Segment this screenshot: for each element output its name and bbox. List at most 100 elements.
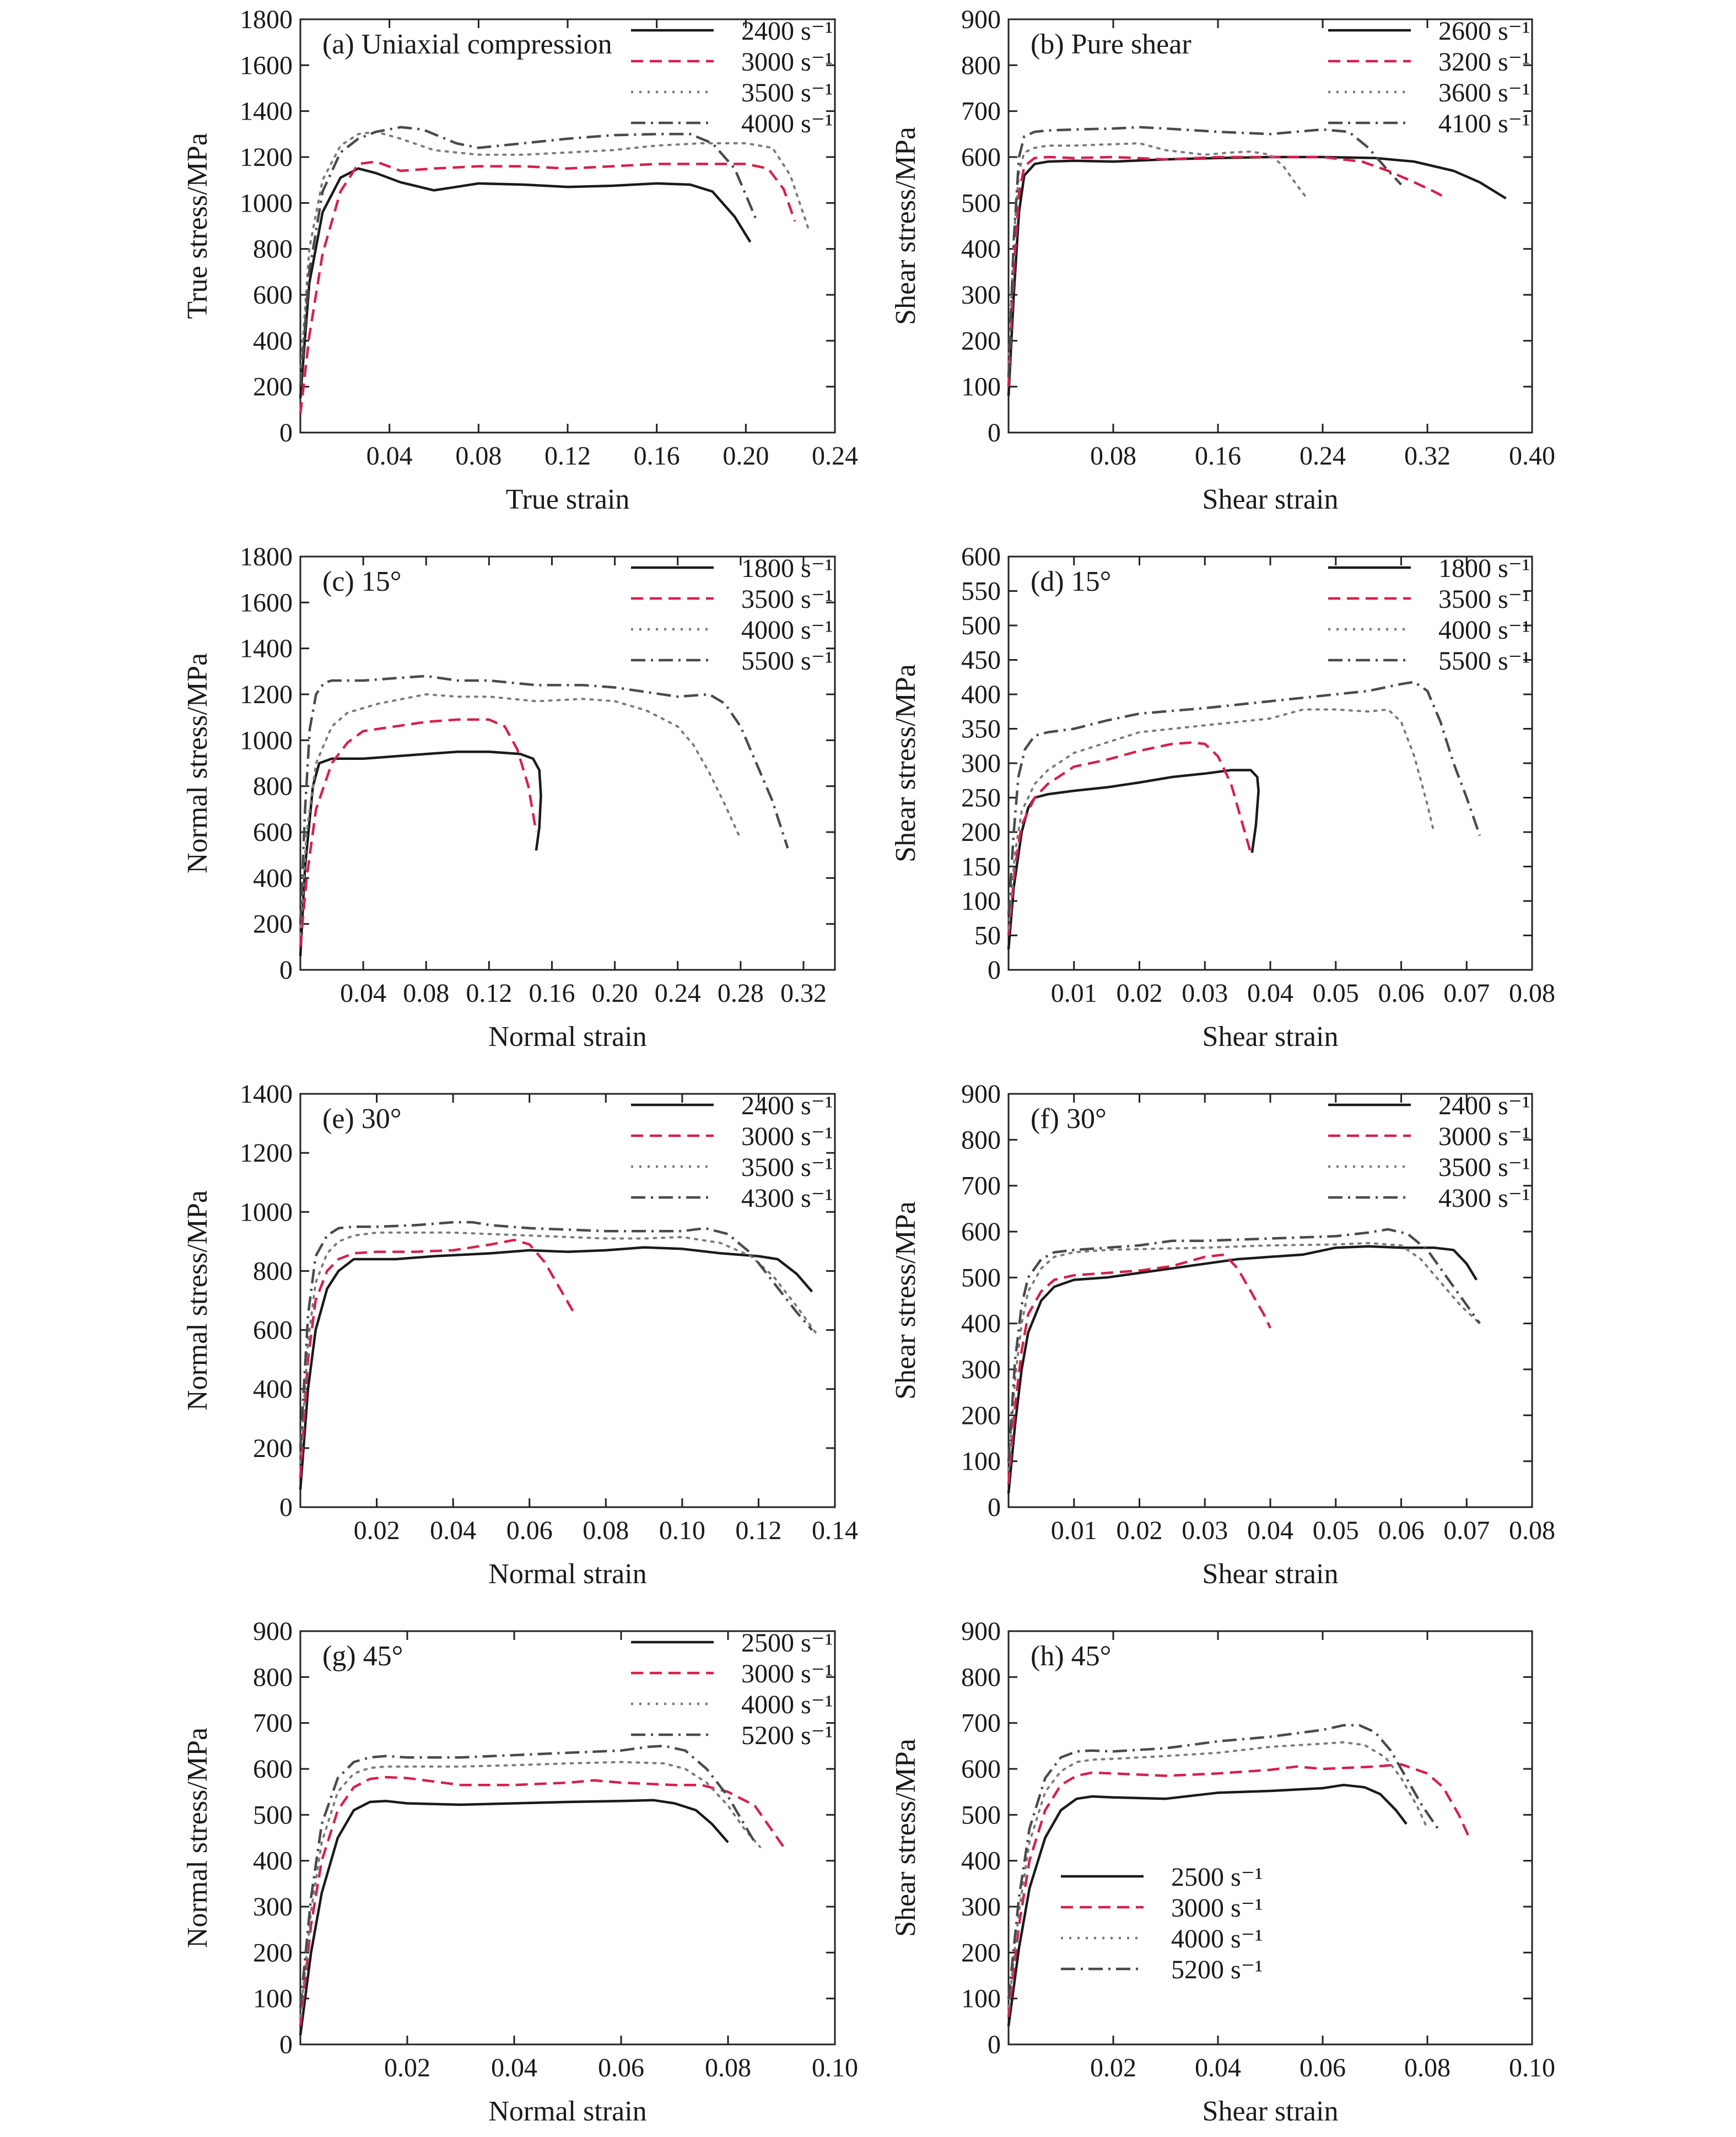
- y-tick-label: 600: [253, 818, 293, 847]
- x-tick-label: 0.12: [466, 979, 512, 1008]
- y-tick-label: 300: [961, 749, 1001, 778]
- series-line-4: [299, 126, 758, 387]
- panel-3: 0 200 400 600 800 1000 1200 1400 1600 1800 0.04 0.0…: [182, 542, 836, 1053]
- y-tick-label: 800: [961, 1663, 1001, 1692]
- legend-entry-1: 2400 s⁻¹: [741, 17, 833, 46]
- x-tick-label: 0.08: [1509, 1516, 1555, 1545]
- series-line-2: [299, 1238, 576, 1478]
- y-tick-label: 250: [961, 784, 1001, 813]
- panel-5: 0 200 400 600 800 1000 1200 1400 0.02 0.04 0.06 0.0…: [182, 1080, 858, 1590]
- legend-entry-4: 4000 s⁻¹: [741, 109, 833, 138]
- x-axis-title: Shear strain: [1203, 2096, 1339, 2127]
- y-tick-label: 400: [961, 235, 1001, 264]
- x-tick-label: 0.04: [430, 1516, 476, 1545]
- y-tick-label: 200: [961, 818, 1001, 847]
- x-tick-label: 0.02: [1117, 1516, 1163, 1545]
- x-tick-label: 0.24: [1300, 441, 1346, 471]
- legend-entry-2: 3000 s⁻¹: [1171, 1893, 1263, 1923]
- legend-entry-1: 2600 s⁻¹: [1438, 17, 1530, 46]
- legend-entry-3: 4000 s⁻¹: [741, 1690, 833, 1719]
- series-line-2: [299, 160, 796, 414]
- y-tick-label: 200: [961, 1938, 1001, 1967]
- y-axis-title: Shear stress/MPa: [890, 127, 921, 325]
- series-line-1: [299, 167, 752, 398]
- y-tick-label: 600: [253, 1755, 293, 1784]
- plot-frame: [1007, 1630, 1533, 2046]
- x-tick-label: 0.07: [1443, 1516, 1490, 1545]
- y-tick-label: 0: [279, 418, 293, 447]
- series-line-3: [299, 1761, 762, 2018]
- x-tick-label: 0.08: [455, 441, 502, 471]
- series-line-1: [299, 1246, 813, 1490]
- series-line-4: [1007, 681, 1481, 915]
- x-tick-label: 0.12: [735, 1516, 781, 1545]
- series-line-3: [299, 693, 742, 937]
- series-line-2: [1007, 155, 1448, 387]
- y-axis-title: Shear stress/MPa: [890, 664, 921, 862]
- y-tick-label: 500: [961, 611, 1001, 640]
- x-tick-label: 0.02: [1090, 2053, 1136, 2082]
- legend-entry-2: 3500 s⁻¹: [1438, 585, 1530, 614]
- y-tick-label: 300: [961, 1892, 1001, 1922]
- y-tick-label: 800: [253, 772, 293, 801]
- series-line-3: [1007, 142, 1308, 365]
- x-axis-title: Normal strain: [488, 1558, 646, 1590]
- y-tick-label: 0: [988, 956, 1001, 985]
- x-tick-label: 0.32: [780, 979, 827, 1008]
- x-tick-label: 0.32: [1404, 441, 1451, 471]
- y-tick-label: 800: [961, 1125, 1001, 1154]
- panel-label: (a) Uniaxial compression: [322, 29, 612, 60]
- series-line-1: [1007, 155, 1507, 396]
- y-tick-label: 900: [961, 1080, 1001, 1109]
- legend-entry-4: 4300 s⁻¹: [1438, 1184, 1530, 1213]
- y-tick-label: 200: [253, 1434, 293, 1463]
- y-tick-label: 1000: [240, 188, 293, 218]
- x-tick-label: 0.20: [723, 441, 769, 471]
- legend-entry-1: 2500 s⁻¹: [741, 1628, 833, 1658]
- y-tick-label: 1200: [240, 1138, 293, 1168]
- y-tick-label: 50: [974, 921, 1001, 951]
- panel-7: 0 100 200 300 400 500 600 700 800 900 0.02 0.04 0.06…: [182, 1617, 858, 2127]
- panel-label: (d) 15°: [1031, 566, 1111, 597]
- y-tick-label: 350: [961, 715, 1001, 744]
- x-tick-label: 0.04: [366, 441, 413, 471]
- y-tick-label: 0: [279, 956, 293, 985]
- plot-frame: [1007, 18, 1533, 434]
- legend-entry-3: 4000 s⁻¹: [1171, 1924, 1263, 1953]
- x-tick-label: 0.01: [1051, 1516, 1097, 1545]
- panel-2: 0 100 200 300 400 500 600 700 800 900 0.08 0.16 0.24…: [890, 5, 1555, 515]
- y-tick-label: 400: [253, 1375, 293, 1404]
- y-tick-label: 800: [253, 1663, 293, 1692]
- panel-6: 0 100 200 300 400 500 600 700 800 900 0.01 0.02 0.03…: [890, 1080, 1555, 1590]
- x-tick-label: 0.04: [1247, 1516, 1293, 1545]
- y-tick-label: 0: [988, 1493, 1001, 1522]
- y-tick-label: 1200: [240, 143, 293, 172]
- series-line-1: [299, 750, 542, 957]
- y-tick-label: 100: [961, 1447, 1001, 1476]
- series-line-4: [1007, 1724, 1439, 1999]
- legend-entry-2: 3000 s⁻¹: [741, 47, 833, 77]
- legend-entry-4: 4300 s⁻¹: [741, 1184, 833, 1213]
- y-tick-label: 700: [253, 1709, 293, 1738]
- panel-label: (f) 30°: [1031, 1103, 1107, 1135]
- y-tick-label: 500: [253, 1800, 293, 1830]
- y-tick-label: 400: [961, 680, 1001, 709]
- x-tick-label: 0.10: [1509, 2053, 1555, 2082]
- y-tick-label: 1400: [240, 97, 293, 126]
- x-tick-label: 0.03: [1182, 1516, 1228, 1545]
- legend-entry-1: 2400 s⁻¹: [741, 1091, 833, 1120]
- x-tick-label: 0.20: [592, 979, 638, 1008]
- series-line-4: [299, 674, 789, 924]
- y-tick-label: 450: [961, 646, 1001, 675]
- x-axis-title: Shear strain: [1203, 1558, 1339, 1590]
- series-line-1: [1007, 1783, 1408, 2026]
- y-tick-label: 200: [253, 910, 293, 939]
- y-tick-label: 150: [961, 852, 1001, 882]
- x-tick-label: 0.08: [583, 1516, 629, 1545]
- panel-label: (b) Pure shear: [1031, 29, 1192, 60]
- y-tick-label: 100: [253, 1984, 293, 2014]
- y-tick-label: 100: [961, 373, 1001, 402]
- legend-entry-1: 1800 s⁻¹: [741, 554, 833, 583]
- x-tick-label: 0.08: [403, 979, 449, 1008]
- panel-label: (e) 30°: [322, 1103, 402, 1135]
